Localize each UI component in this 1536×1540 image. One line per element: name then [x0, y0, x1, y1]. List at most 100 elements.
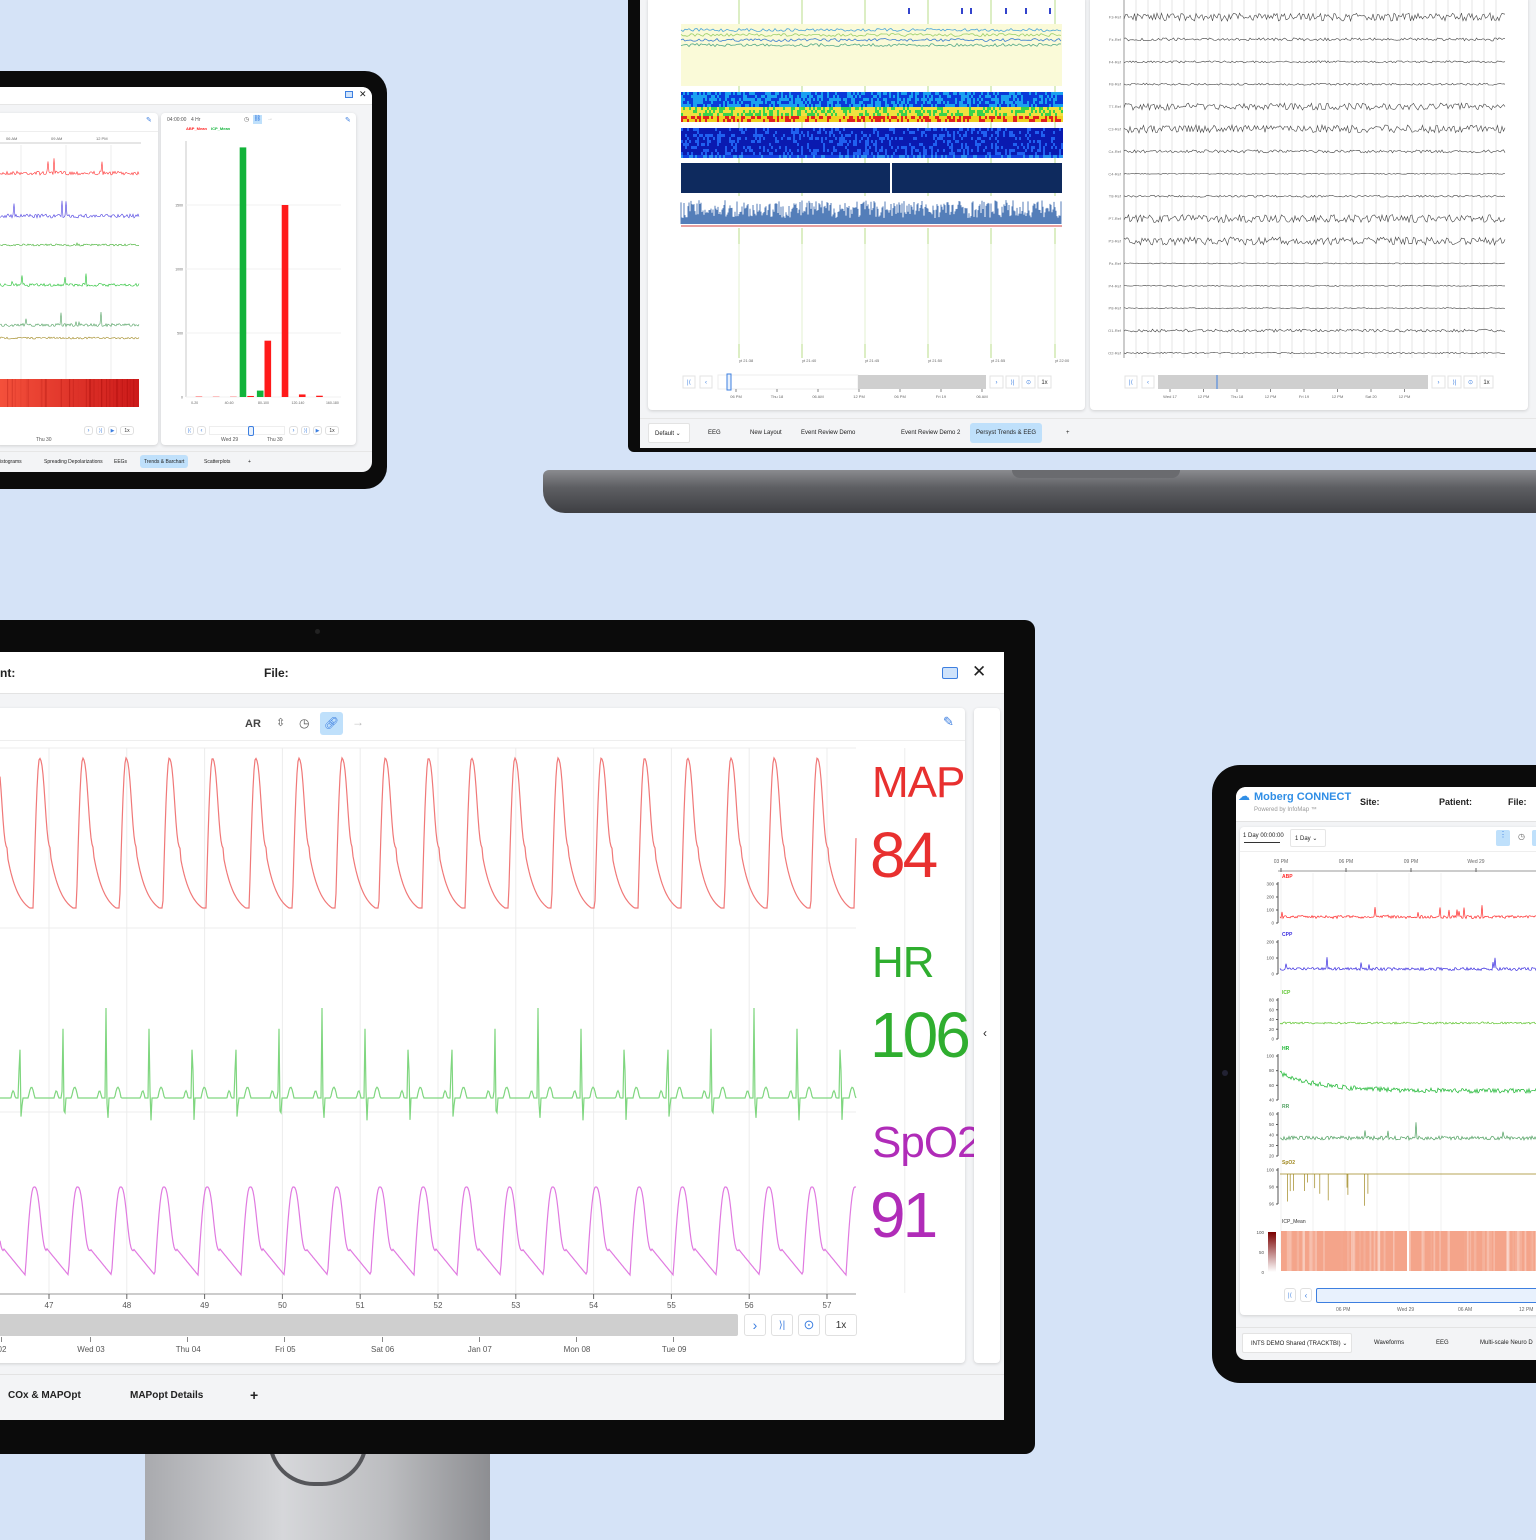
edit-icon[interactable]: ✎	[345, 116, 351, 124]
tab-cox-mapopt[interactable]: COx & MAPOpt	[2, 1384, 87, 1406]
spectrogram-cell	[853, 110, 855, 113]
spectrogram-cell	[1039, 101, 1041, 104]
end-button[interactable]: ⟩|	[771, 1314, 793, 1336]
spectrogram-cell	[969, 107, 971, 110]
spectrogram-cell	[705, 128, 707, 131]
next-button[interactable]: ›	[744, 1314, 766, 1336]
next-button[interactable]: ›	[84, 426, 93, 435]
end-button[interactable]: ⟩|	[301, 426, 310, 435]
spectrogram-cell	[771, 110, 773, 113]
edit-icon[interactable]: ✎	[943, 714, 954, 730]
play-button[interactable]: ⊙	[798, 1314, 820, 1336]
window-select[interactable]: 4 Hr	[191, 117, 200, 123]
ar-button[interactable]: AR	[245, 718, 261, 730]
spectrogram-cell	[963, 116, 965, 119]
spectrogram-cell	[983, 95, 985, 98]
vertical-scale-button[interactable]: ⋮	[1496, 830, 1510, 846]
layout-select[interactable]: INTS DEMO Shared (TRACKTBI) ⌄	[1242, 1333, 1352, 1353]
spectrogram-cell	[989, 116, 991, 119]
tab-event-review-demo-2[interactable]: Event Review Demo 2	[895, 423, 966, 443]
tab-spreading-depolarizations[interactable]: Spreading Depolarizations	[40, 455, 107, 468]
spectrogram-cell	[715, 128, 717, 131]
spectrogram-cell	[789, 113, 791, 116]
tab-mapopt-details[interactable]: MAPopt Details	[124, 1384, 209, 1406]
spectrogram-cell	[947, 143, 949, 146]
spectrogram-cell	[821, 98, 823, 101]
next-button[interactable]: ›	[289, 426, 298, 435]
tab-event-review-demo[interactable]: Event Review Demo	[795, 423, 861, 443]
expand-panel-icon[interactable]: ‹	[983, 1026, 987, 1040]
timeline-slider[interactable]	[1316, 1288, 1536, 1303]
spectrogram-cell	[745, 143, 747, 146]
tab--[interactable]: +	[244, 1384, 264, 1406]
vertical-scale-icon[interactable]: ⇳	[276, 716, 285, 729]
spectrogram-cell	[841, 95, 843, 98]
arrow-right-icon[interactable]: →	[267, 116, 273, 122]
end-button[interactable]: ⟩|	[96, 426, 105, 435]
spectrogram-cell	[991, 140, 993, 143]
spectrogram-cell	[795, 104, 797, 107]
tab-eeg[interactable]: EEG	[702, 423, 727, 443]
edit-icon[interactable]: ✎	[146, 116, 152, 124]
timeline-slider[interactable]	[209, 426, 285, 435]
history-icon[interactable]: ◷	[299, 716, 309, 730]
play-button[interactable]: ▶	[313, 426, 322, 435]
spectrogram-cell	[949, 143, 951, 146]
tab--[interactable]: +	[1060, 423, 1076, 443]
tab-istograms[interactable]: istograms	[0, 455, 26, 468]
close-icon[interactable]: ✕	[359, 89, 367, 100]
spectrogram-cell	[729, 113, 731, 116]
start-button[interactable]: |⟨	[1284, 1288, 1296, 1302]
spectrogram-cell	[847, 146, 849, 149]
spectrogram-cell	[883, 110, 885, 113]
tab-waveforms[interactable]: Waveforms	[1370, 1336, 1408, 1350]
tab-new-layout[interactable]: New Layout	[744, 423, 788, 443]
window-select[interactable]: 1 Day ⌄	[1290, 829, 1326, 847]
tab-persyst-trends-eeg[interactable]: Persyst Trends & EEG	[970, 423, 1042, 443]
spectrogram-cell	[757, 107, 759, 110]
keyboard-icon[interactable]	[345, 91, 353, 98]
tab-multi-scale-neuro-d[interactable]: Multi-scale Neuro D	[1476, 1336, 1536, 1350]
spectrogram-cell	[825, 134, 827, 137]
prev-button[interactable]: ‹	[197, 426, 206, 435]
channel-tick-label: 20	[1269, 1154, 1275, 1159]
spectrogram-cell	[889, 143, 891, 146]
tab-eeg[interactable]: EEG	[1432, 1336, 1453, 1350]
speed-button[interactable]: 1x	[325, 426, 339, 435]
tab-eegs[interactable]: EEGs	[110, 455, 131, 468]
tab--[interactable]: +	[244, 455, 255, 468]
spectrogram-cell	[931, 107, 933, 110]
arrow-right-icon[interactable]: →	[352, 715, 364, 729]
spectrogram-cell	[961, 149, 963, 152]
history-icon[interactable]: ◷	[1518, 832, 1525, 841]
speed-button[interactable]: 1x	[825, 1314, 857, 1336]
spectrogram-cell	[691, 131, 693, 134]
spectrogram-cell	[795, 152, 797, 155]
spectrogram-cell	[731, 131, 733, 134]
close-icon[interactable]: ✕	[972, 662, 986, 682]
spectrogram-cell	[1047, 143, 1049, 146]
spectrogram-cell	[699, 149, 701, 152]
timeline-bar[interactable]	[0, 1314, 738, 1336]
spectrogram-cell	[745, 137, 747, 140]
spectrogram-cell	[1011, 107, 1013, 110]
eeg-channel-label: P4-Ref	[1109, 283, 1122, 288]
spectrogram-cell	[917, 131, 919, 134]
spectrogram-cell	[953, 95, 955, 98]
start-button[interactable]: |⟨	[185, 426, 194, 435]
speed-button[interactable]: 1x	[120, 426, 134, 435]
layout-select[interactable]: Default ⌄	[648, 423, 690, 443]
tab-scatterplots[interactable]: Scatterplots	[200, 455, 234, 468]
spectrogram-cell	[791, 131, 793, 134]
link-icon[interactable]: 🔗︎	[320, 712, 343, 735]
spectrogram-cell	[799, 134, 801, 137]
history-icon[interactable]: ◷	[244, 116, 249, 123]
spectrogram-cell	[695, 95, 697, 98]
keyboard-icon[interactable]	[942, 667, 958, 679]
spectrogram-cell	[809, 92, 811, 95]
eeg-channel-label: Pz-Ref	[1109, 261, 1122, 266]
tab-trends-barchart[interactable]: Trends & Barchart	[140, 455, 188, 468]
link-icon[interactable]: ⛓	[253, 115, 262, 124]
play-button[interactable]: ▶	[108, 426, 117, 435]
prev-button[interactable]: ‹	[1300, 1288, 1312, 1302]
